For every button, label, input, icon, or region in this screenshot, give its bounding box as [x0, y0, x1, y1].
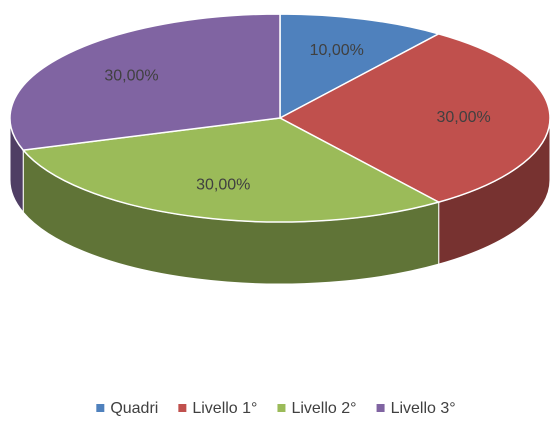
slice	[279, 13, 441, 120]
legend-label: Livello 2°	[291, 400, 356, 417]
legend-swatch	[376, 404, 385, 412]
data-label: 30,00%	[196, 176, 250, 193]
data-label: 30,00%	[104, 68, 158, 85]
legend-swatch	[96, 404, 105, 412]
data-label: 10,00%	[310, 42, 364, 59]
legend-swatch	[277, 404, 286, 412]
legend-label: Quadri	[110, 400, 158, 417]
slice	[9, 13, 281, 151]
legend-label: Livello 1°	[192, 400, 257, 417]
data-label: 30,00%	[436, 109, 490, 126]
slice	[21, 117, 441, 223]
slice	[278, 33, 551, 203]
legend-label: Livello 3°	[391, 400, 456, 417]
legend-swatch	[178, 404, 187, 412]
